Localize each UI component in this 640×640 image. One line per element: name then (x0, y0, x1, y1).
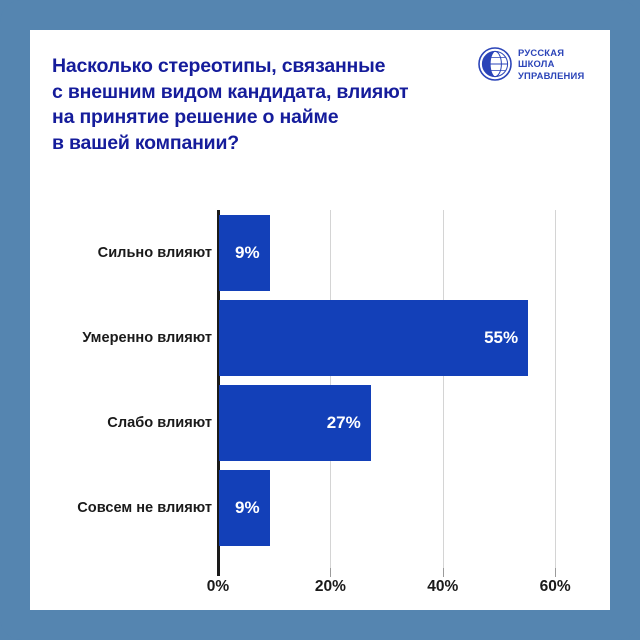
bar-chart: Сильно влияют 9% Умеренно влияют 55% Слабо в… (30, 170, 610, 610)
brand-line-2: ШКОЛА (518, 58, 555, 70)
brand-logo-text: РУССКАЯ ШКОЛА УПРАВЛЕНИЯ (518, 47, 602, 81)
tick-mark (555, 568, 557, 577)
chart-card: Насколько стереотипы, связанные с внешни… (30, 30, 610, 610)
bar-row: Умеренно влияют 55% (30, 295, 610, 380)
category-label: Умеренно влияют (82, 329, 212, 346)
tick-mark (330, 568, 332, 577)
y-axis-line (217, 210, 220, 576)
tick-mark (442, 568, 444, 577)
brand-logo: РУССКАЯ ШКОЛА УПРАВЛЕНИЯ (478, 44, 602, 90)
category-label: Сильно влияют (97, 244, 212, 261)
bar-value-label: 55% (484, 327, 519, 347)
brand-line-3: УПРАВЛЕНИЯ (518, 69, 585, 81)
x-tick-label: 20% (314, 578, 346, 595)
bar-value-label: 27% (326, 412, 361, 432)
x-tick-label: 0% (206, 578, 230, 595)
bar-row: Слабо влияют 27% (30, 380, 610, 465)
bar[interactable]: 55% (219, 299, 529, 376)
gridline (555, 210, 557, 568)
brand-line-1: РУССКАЯ (518, 47, 565, 58)
bar[interactable]: 9% (219, 469, 270, 546)
x-tick-label: 60% (539, 578, 571, 595)
bar-row: Совсем не влияют 9% (30, 465, 610, 550)
bar-row: Сильно влияют 9% (30, 210, 610, 295)
bar-value-label: 9% (235, 242, 260, 262)
bar[interactable]: 9% (219, 214, 270, 291)
x-tick-label: 40% (427, 578, 459, 595)
gridline (442, 210, 444, 568)
category-label: Совсем не влияют (77, 499, 212, 516)
category-label: Слабо влияют (107, 414, 212, 431)
globe-icon (478, 47, 512, 81)
page-title: Насколько стереотипы, связанные с внешни… (52, 55, 409, 154)
bar-value-label: 9% (235, 497, 260, 517)
bar[interactable]: 27% (219, 384, 371, 461)
card-header: Насколько стереотипы, связанные с внешни… (30, 30, 610, 170)
